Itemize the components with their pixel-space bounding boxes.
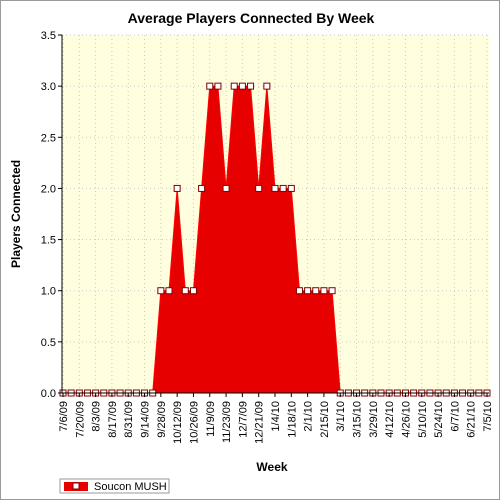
data-point <box>247 82 255 90</box>
y-tick-label: 1.5 <box>41 235 56 247</box>
y-tick-label: 2.0 <box>41 183 56 195</box>
data-point <box>181 287 189 295</box>
data-point <box>238 82 246 90</box>
x-tick-label: 6/7/10 <box>449 401 461 432</box>
data-point <box>312 287 320 295</box>
x-tick-label: 4/12/10 <box>384 401 396 438</box>
data-point <box>295 287 303 295</box>
data-point <box>214 82 222 90</box>
y-axis-title: Players Connected <box>9 160 23 268</box>
x-tick-label: 10/12/09 <box>172 401 184 444</box>
x-tick-label: 8/3/09 <box>91 401 103 432</box>
x-tick-label: 4/26/10 <box>400 401 412 438</box>
data-point <box>173 184 181 192</box>
y-axis-ticks: 0.0 0.5 1.0 1.5 2.0 2.5 3.0 3.5 <box>41 30 62 400</box>
data-point <box>165 287 173 295</box>
data-point <box>198 184 206 192</box>
data-point <box>157 287 165 295</box>
x-tick-label: 9/14/09 <box>140 401 152 438</box>
x-tick-label: 7/20/09 <box>74 401 86 438</box>
data-point <box>255 184 263 192</box>
x-tick-label: 10/26/09 <box>188 401 200 444</box>
x-tick-label: 11/23/09 <box>221 401 233 443</box>
data-point <box>279 184 287 192</box>
data-point <box>206 82 214 90</box>
x-tick-label: 2/1/10 <box>303 401 315 432</box>
legend-marker <box>72 482 80 490</box>
data-point <box>304 287 312 295</box>
x-tick-label: 5/10/10 <box>417 401 429 438</box>
x-tick-label: 3/1/10 <box>335 401 347 432</box>
x-tick-label: 9/28/09 <box>156 401 168 438</box>
x-tick-label: 8/31/09 <box>123 401 135 438</box>
legend: Soucon MUSH <box>59 478 170 494</box>
x-axis-title: Week <box>256 460 287 474</box>
y-tick-label: 2.5 <box>41 132 56 144</box>
x-tick-label: 2/15/10 <box>319 401 331 438</box>
x-tick-label: 8/17/09 <box>107 401 119 438</box>
data-point <box>328 287 336 295</box>
x-tick-label: 1/4/10 <box>270 401 282 432</box>
data-point <box>189 287 197 295</box>
x-tick-label: 6/21/10 <box>466 401 478 438</box>
data-point <box>320 287 328 295</box>
y-tick-label: 1.0 <box>41 286 56 298</box>
x-tick-label: 5/24/10 <box>433 401 445 438</box>
x-tick-label: 12/21/09 <box>254 401 266 444</box>
data-point <box>287 184 295 192</box>
data-point <box>263 82 271 90</box>
chart-title: Average Players Connected By Week <box>128 10 375 26</box>
x-tick-label: 3/15/10 <box>352 401 364 438</box>
y-tick-label: 0.5 <box>41 337 56 349</box>
y-tick-label: 3.5 <box>41 30 56 42</box>
legend-label: Soucon MUSH <box>94 481 167 493</box>
data-point <box>271 184 279 192</box>
x-tick-label: 1/18/10 <box>286 401 298 438</box>
x-axis-ticks: 7/6/09 7/20/09 8/3/09 8/17/09 8/31/09 9/14/09… <box>58 393 494 444</box>
x-tick-label: 7/5/10 <box>482 401 494 432</box>
y-tick-label: 0.0 <box>41 388 56 400</box>
data-point <box>222 184 230 192</box>
data-point <box>230 82 238 90</box>
x-tick-label: 12/7/09 <box>237 401 249 438</box>
x-tick-label: 11/9/09 <box>205 401 217 437</box>
y-tick-label: 3.0 <box>41 81 56 93</box>
x-tick-label: 7/6/09 <box>58 401 70 432</box>
x-tick-label: 3/29/10 <box>368 401 380 438</box>
